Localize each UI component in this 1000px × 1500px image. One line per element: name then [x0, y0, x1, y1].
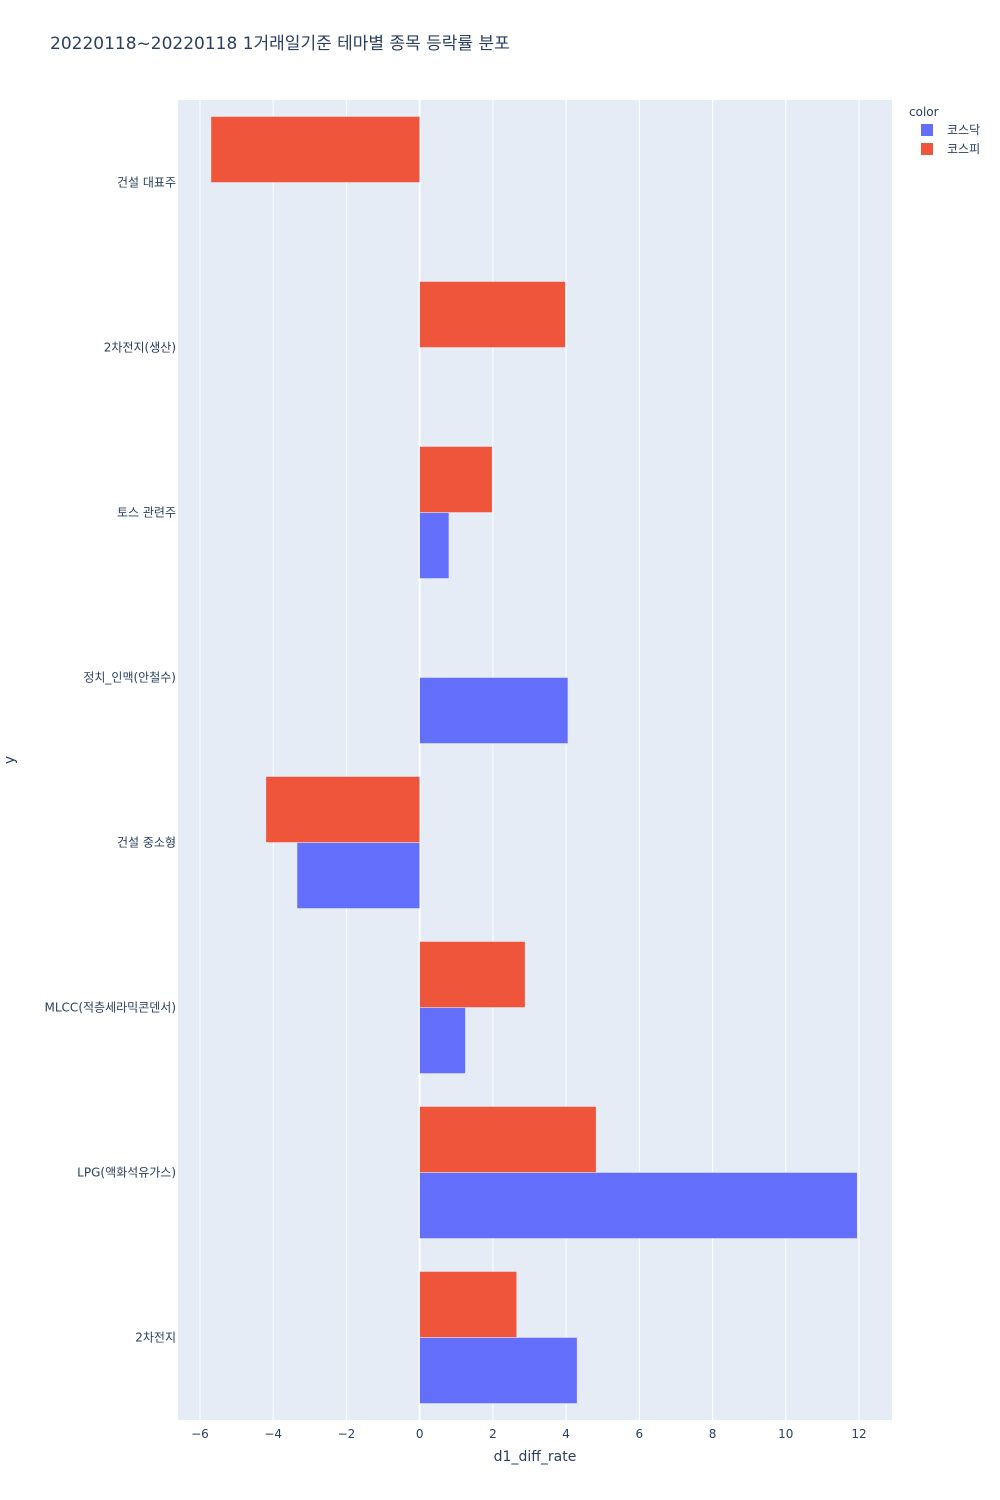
- bar: [419, 941, 526, 1008]
- x-tick-label: −6: [191, 1427, 209, 1441]
- bar: [419, 1172, 858, 1239]
- legend-item-label: 코스피: [947, 142, 980, 156]
- x-tick-label: 0: [416, 1427, 424, 1441]
- x-tick-labels: −6 −4 −2 0 2 4 6 8 10 12: [191, 1427, 867, 1441]
- y-tick-label: MLCC(적층세라믹콘덴서): [45, 1001, 176, 1015]
- legend-title: color: [909, 105, 939, 119]
- bar: [419, 446, 493, 513]
- bar: [419, 1007, 466, 1074]
- legend-item-label: 코스닥: [947, 123, 980, 137]
- x-axis-title: d1_diff_rate: [494, 1449, 577, 1465]
- y-tick-label: 건설 중소형: [117, 836, 176, 850]
- legend-swatch: [921, 124, 933, 136]
- x-tick-label: 12: [851, 1427, 866, 1441]
- y-tick-label: 2차전지(생산): [104, 341, 176, 355]
- y-tick-label: 2차전지: [135, 1331, 176, 1345]
- y-tick-label: 정치_인맥(안철수): [83, 671, 176, 685]
- x-tick-label: 4: [562, 1427, 570, 1441]
- bar: [265, 776, 420, 843]
- bar: [419, 512, 450, 579]
- bar: [210, 116, 420, 183]
- legend-swatch: [921, 143, 933, 155]
- x-tick-label: 8: [709, 1427, 717, 1441]
- y-tick-label: 토스 관련주: [117, 506, 176, 520]
- bar: [419, 281, 566, 348]
- bar: [419, 677, 569, 744]
- x-tick-label: −2: [338, 1427, 356, 1441]
- y-axis-title: y: [2, 756, 18, 764]
- x-tick-label: 10: [778, 1427, 793, 1441]
- bar: [419, 1271, 517, 1338]
- bar: [419, 1106, 597, 1173]
- y-tick-label: 건설 대표주: [117, 176, 176, 190]
- x-tick-label: −4: [264, 1427, 282, 1441]
- y-tick-label: LPG(액화석유가스): [77, 1166, 176, 1180]
- bars: [210, 116, 858, 1404]
- bar: [419, 1337, 578, 1404]
- x-tick-label: 2: [489, 1427, 497, 1441]
- bar: [296, 842, 420, 909]
- x-tick-label: 6: [636, 1427, 644, 1441]
- chart-title: 20220118~20220118 1거래일기준 테마별 종목 등락률 분포: [50, 34, 510, 54]
